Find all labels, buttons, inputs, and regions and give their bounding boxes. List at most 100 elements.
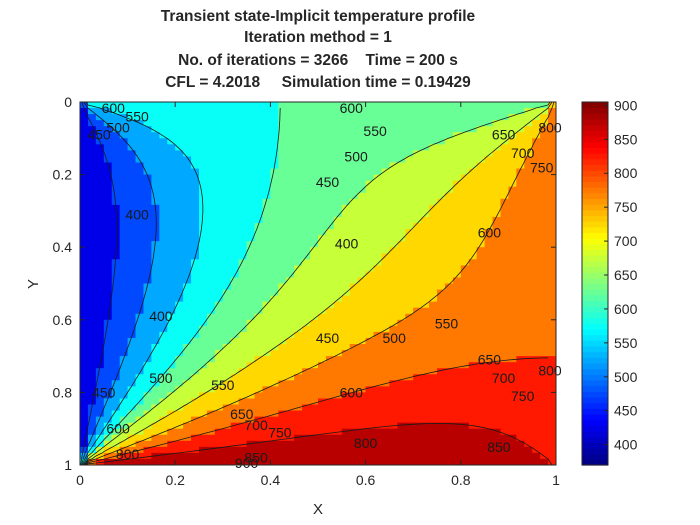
field-cell <box>278 452 287 460</box>
field-cell <box>175 216 184 224</box>
field-cell <box>175 102 184 109</box>
field-cell <box>262 404 271 412</box>
field-cell <box>532 398 541 406</box>
field-cell <box>349 337 359 345</box>
field-cell <box>365 156 375 164</box>
field-cell <box>341 192 351 200</box>
field-cell <box>238 386 248 393</box>
field-cell <box>302 350 311 357</box>
field-cell <box>508 325 517 333</box>
field-cell <box>381 337 390 345</box>
field-cell <box>437 162 446 170</box>
field-cell <box>199 102 208 109</box>
field-cell <box>516 241 525 248</box>
field-cell <box>357 434 367 442</box>
field-cell <box>548 325 556 333</box>
field-cell <box>349 386 359 393</box>
field-cell <box>548 247 556 254</box>
field-cell <box>421 452 430 460</box>
field-cell <box>262 356 271 363</box>
field-cell <box>191 374 200 381</box>
field-cell <box>437 253 446 260</box>
field-cell <box>222 198 232 206</box>
field-cell <box>95 344 105 351</box>
field-cell <box>80 289 89 297</box>
field-cell <box>222 374 232 381</box>
field-cell <box>135 337 145 345</box>
field-cell <box>548 102 556 109</box>
field-cell <box>310 374 319 381</box>
field-cell <box>111 265 121 272</box>
field-cell <box>127 241 137 248</box>
colorbar-segment <box>582 306 608 313</box>
field-cell <box>159 247 168 254</box>
field-cell <box>452 192 462 200</box>
field-cell <box>127 162 137 170</box>
field-cell <box>452 138 462 145</box>
field-cell <box>143 180 152 188</box>
field-cell <box>119 331 129 339</box>
field-cell <box>167 344 176 351</box>
field-cell <box>270 362 279 369</box>
field-cell <box>484 319 494 327</box>
field-cell <box>349 156 359 164</box>
field-cell <box>468 198 478 206</box>
field-cell <box>127 458 137 465</box>
field-cell <box>80 386 89 393</box>
field-cell <box>199 132 208 139</box>
field-cell <box>516 337 525 345</box>
field-cell <box>429 398 438 406</box>
field-cell <box>199 301 208 309</box>
field-cell <box>278 368 287 375</box>
field-cell <box>548 307 556 315</box>
field-cell <box>302 108 311 115</box>
field-cell <box>135 102 145 109</box>
field-cell <box>365 350 375 357</box>
field-cell <box>492 120 502 127</box>
field-cell <box>397 380 406 387</box>
field-cell <box>183 168 192 176</box>
field-cell <box>246 138 256 145</box>
field-cell <box>310 180 319 188</box>
field-cell <box>151 440 160 448</box>
field-cell <box>492 174 502 182</box>
field-cell <box>444 350 454 357</box>
field-cell <box>405 325 414 333</box>
field-cell <box>191 126 200 133</box>
field-cell <box>254 307 264 315</box>
field-cell <box>238 289 248 297</box>
field-cell <box>484 307 494 315</box>
field-cell <box>325 452 335 460</box>
field-cell <box>389 114 398 121</box>
field-cell <box>444 241 454 248</box>
field-cell <box>167 325 176 333</box>
field-cell <box>206 180 216 188</box>
field-cell <box>389 289 398 297</box>
field-cell <box>199 404 208 412</box>
field-cell <box>318 404 327 412</box>
field-cell <box>429 313 438 321</box>
field-cell <box>175 350 184 357</box>
field-cell <box>492 434 502 442</box>
field-cell <box>230 114 240 121</box>
field-cell <box>508 223 517 230</box>
field-cell <box>278 283 287 291</box>
field-cell <box>437 337 446 345</box>
field-cell <box>254 223 264 230</box>
field-cell <box>389 271 398 279</box>
field-cell <box>167 102 176 109</box>
field-cell <box>159 114 168 121</box>
field-cell <box>254 319 264 327</box>
field-cell <box>357 265 367 272</box>
field-cell <box>127 283 137 291</box>
field-cell <box>381 362 390 369</box>
field-cell <box>444 386 454 393</box>
field-cell <box>349 295 359 303</box>
field-cell <box>127 138 137 145</box>
field-cell <box>199 204 208 212</box>
field-cell <box>199 452 208 460</box>
field-cell <box>397 386 406 393</box>
field-cell <box>484 337 494 345</box>
field-cell <box>524 192 533 200</box>
field-cell <box>349 180 359 188</box>
